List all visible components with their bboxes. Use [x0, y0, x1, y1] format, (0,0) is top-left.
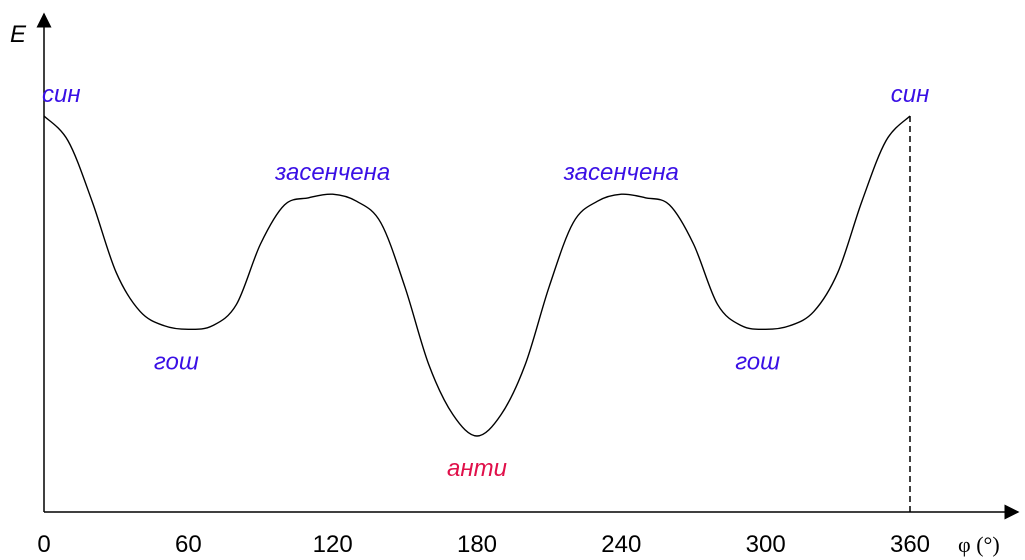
conformation-labels: син гош засенчена анти засенчена гош син — [42, 81, 929, 482]
conformation-label: засенчена — [274, 159, 390, 186]
x-axis-title: φ (°) — [958, 532, 1000, 557]
x-tick-label: 0 — [37, 531, 50, 558]
x-tick-label: 180 — [457, 531, 497, 558]
x-tick-label: 240 — [601, 531, 641, 558]
energy-curve — [43, 115, 911, 437]
x-tick-labels: 0 60 120 180 240 300 360 — [37, 531, 930, 558]
conformation-label: гош — [154, 348, 199, 375]
x-tick-label: 120 — [313, 531, 353, 558]
x-tick-label: 300 — [746, 531, 786, 558]
x-tick-label: 360 — [890, 531, 930, 558]
conformation-label: син — [891, 81, 930, 108]
x-tick-label: 60 — [175, 531, 202, 558]
conformation-label: засенчена — [563, 159, 679, 186]
conformation-label: гош — [735, 348, 780, 375]
conformation-label: анти — [447, 455, 507, 482]
y-axis-title: E — [10, 21, 27, 48]
conformation-label: син — [42, 81, 81, 108]
